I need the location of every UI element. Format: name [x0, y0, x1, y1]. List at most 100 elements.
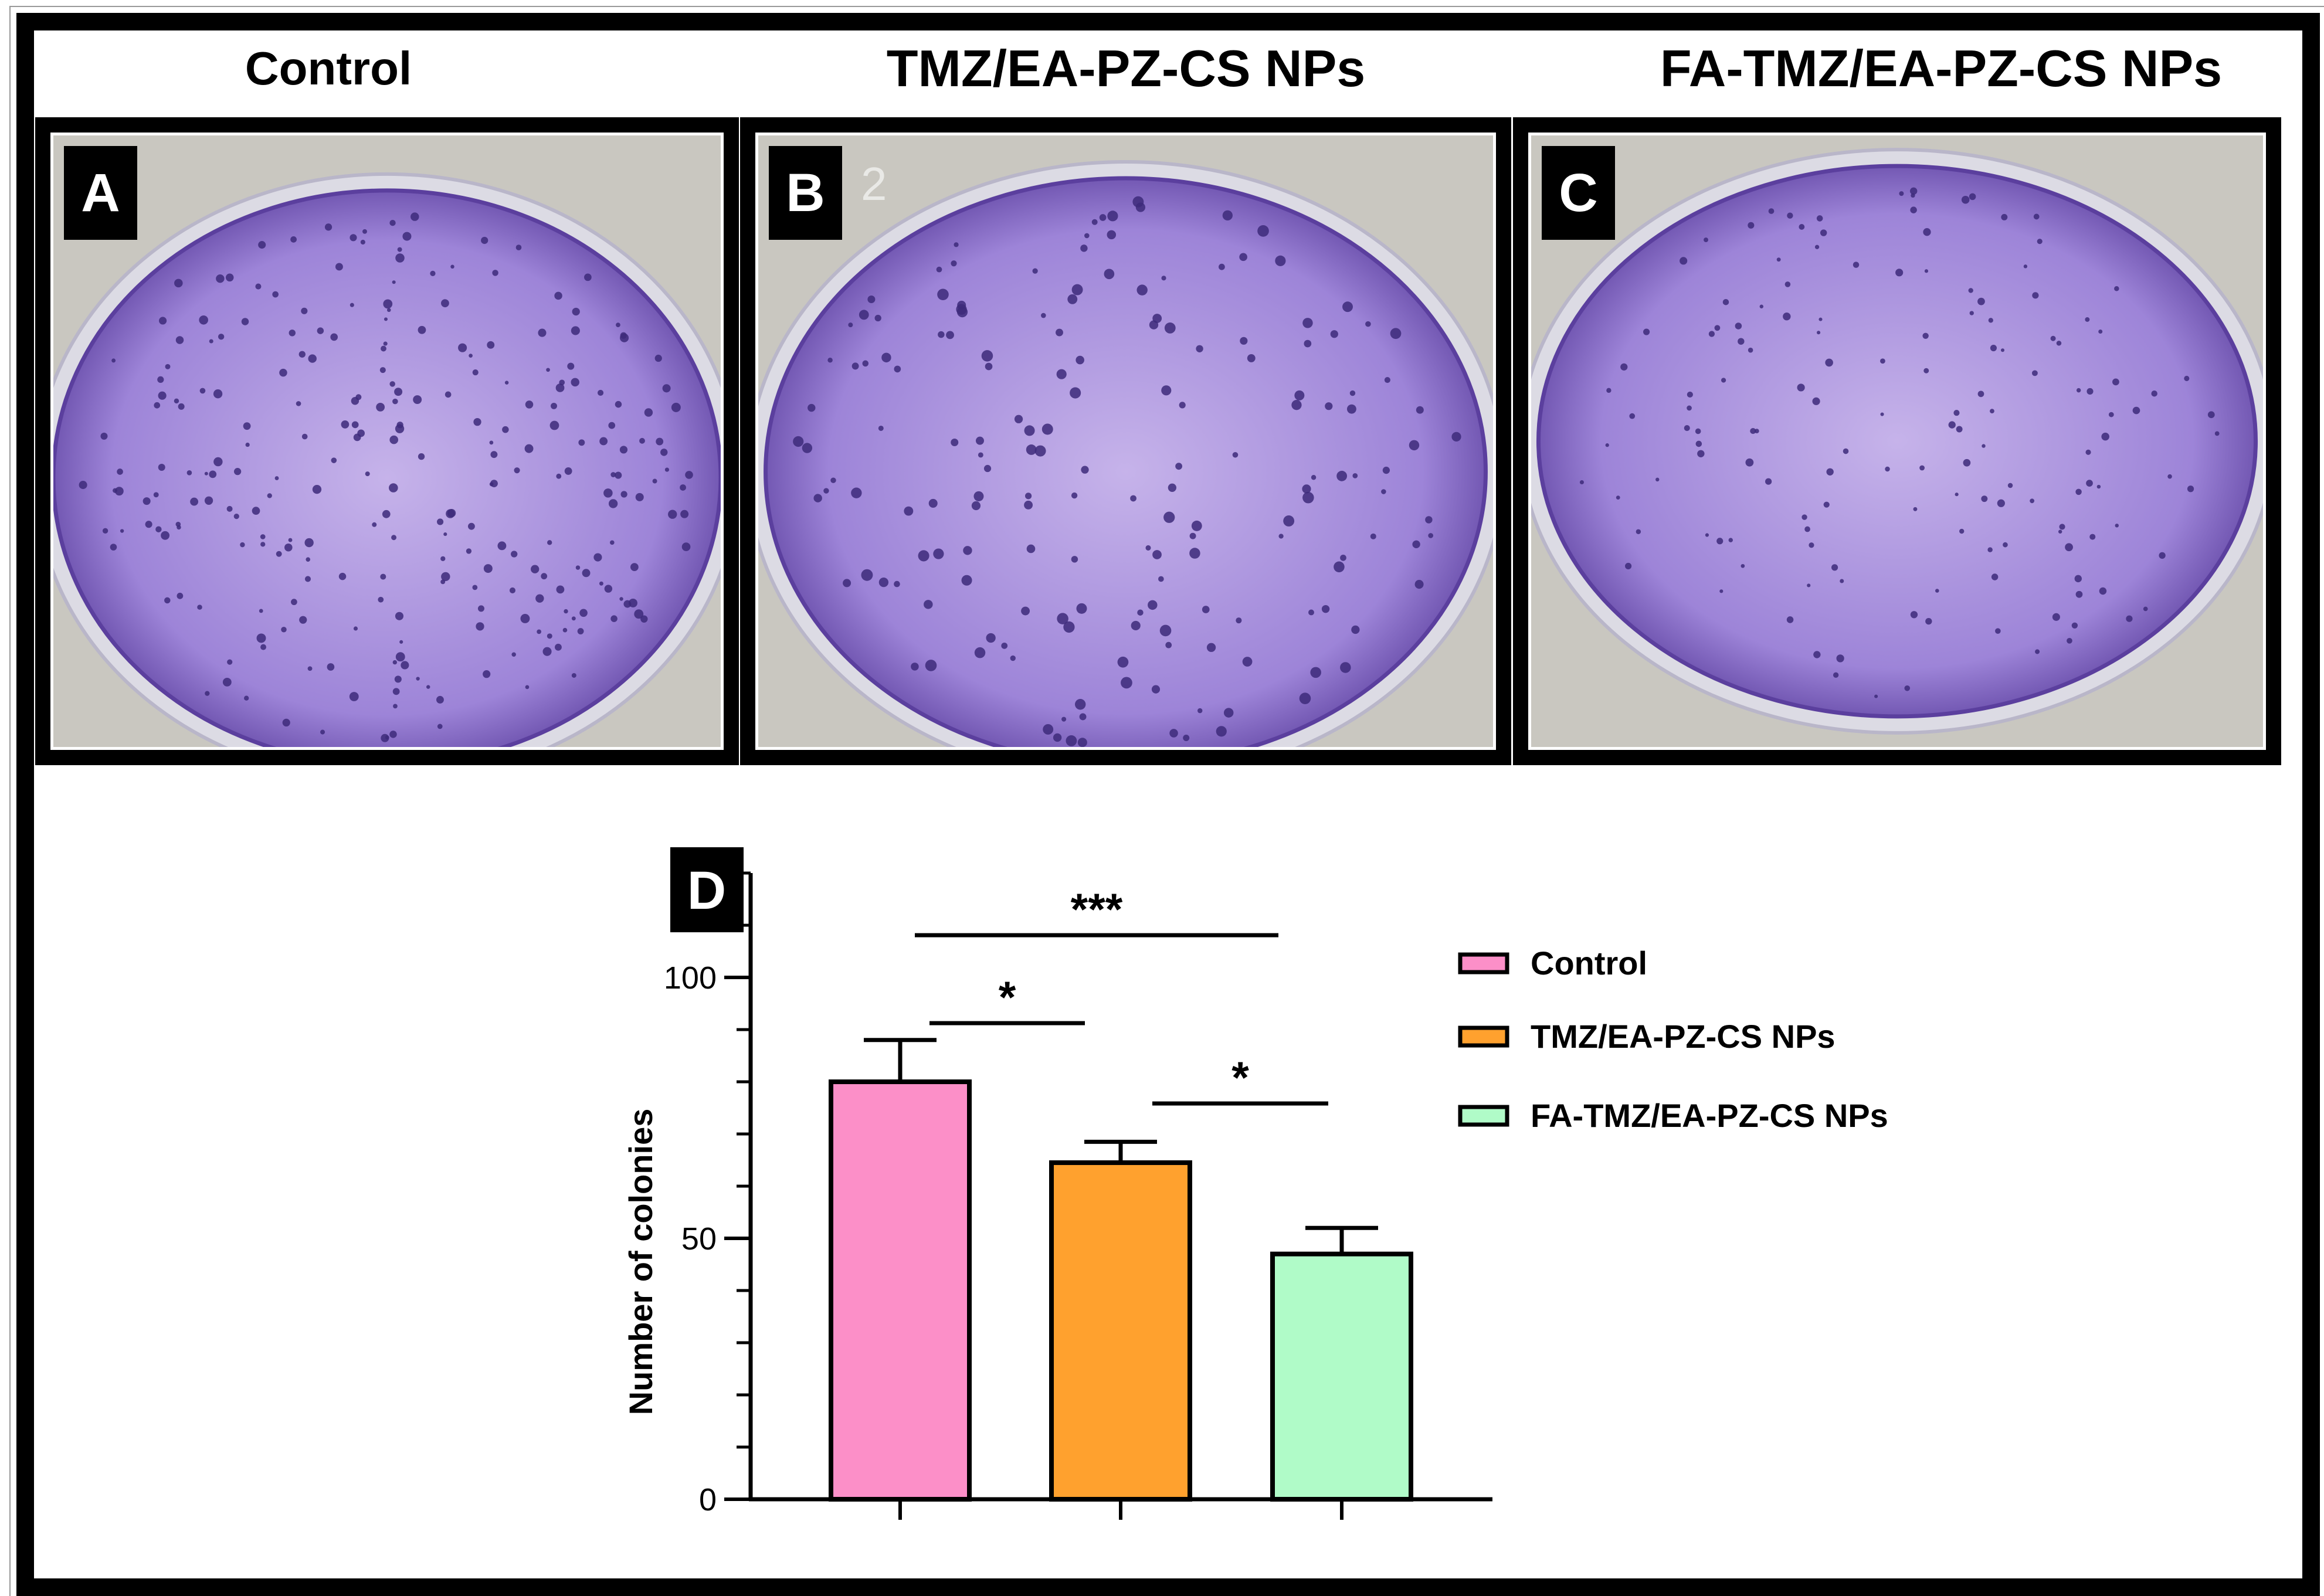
colony-dot [1247, 354, 1256, 362]
colony-dot [2086, 388, 2094, 395]
colony-dot [933, 548, 944, 559]
colony-dot [1206, 643, 1216, 652]
colony-dot [1787, 212, 1793, 219]
colony-dot [664, 467, 670, 472]
colony-dot [225, 273, 234, 282]
colony-dot [1697, 450, 1705, 457]
colony-dot [410, 212, 419, 221]
colony-dot [546, 368, 550, 372]
colony-dot [1412, 540, 1420, 549]
colony-dot [1165, 641, 1172, 648]
colony-dot [2126, 615, 2133, 622]
colony-dot [793, 436, 804, 447]
colony-dot [656, 437, 664, 446]
panel-c-image-area: C [1528, 133, 2266, 750]
colony-dot [1076, 603, 1087, 614]
colony-dot [1294, 390, 1305, 400]
colony-dot [1416, 406, 1424, 414]
colony-dot [111, 358, 116, 363]
stained-well [53, 188, 721, 747]
colony-dot [2074, 575, 2082, 583]
colony-dot [301, 307, 308, 314]
colony-dot [226, 505, 233, 512]
colony-dot [2023, 264, 2028, 269]
colony-dot [1216, 726, 1227, 737]
colony-dot [541, 573, 548, 580]
colony-dot [520, 614, 530, 623]
colony-dot [386, 308, 391, 313]
y-tick-label: 50 [681, 1221, 717, 1257]
colony-dot [918, 550, 929, 562]
colony-dot [660, 449, 668, 456]
colony-dot [1041, 313, 1046, 318]
colony-dot [986, 633, 996, 643]
colony-dot [402, 232, 412, 241]
colony-dot [218, 334, 225, 340]
colony-dot [306, 557, 311, 562]
colony-dot [593, 553, 602, 562]
colony-dot [443, 532, 447, 536]
colony-dot [1801, 514, 1807, 520]
colony-dot [320, 729, 325, 735]
colony-dot [1680, 257, 1688, 265]
colony-dot [492, 270, 498, 276]
colony-dot [685, 471, 693, 479]
colony-dot [802, 443, 813, 453]
colony-dot [2096, 484, 2101, 489]
colony-dot [509, 587, 515, 593]
colony-dot [808, 403, 816, 412]
colony-dot [1853, 262, 1860, 268]
bar [829, 1079, 972, 1502]
y-axis-label: Number of colonies [622, 1109, 659, 1415]
colony-dot [680, 510, 689, 518]
colony-dot [1236, 617, 1242, 624]
colony-dot [1606, 388, 1611, 393]
colony-dot [1687, 391, 1693, 398]
colony-dot [392, 688, 400, 695]
colony-dot [2050, 335, 2056, 341]
colony-dot [514, 467, 520, 474]
colony-dot [362, 229, 367, 234]
colony-dot [1191, 520, 1202, 531]
colony-dot [1809, 542, 1814, 548]
colony-dot [2132, 406, 2140, 415]
colony-dot [165, 364, 171, 369]
colony-dot [113, 488, 118, 493]
colony-dot [1349, 390, 1356, 396]
colony-dot [259, 609, 263, 613]
legend-swatch [1458, 1025, 1509, 1048]
colony-dot [1026, 444, 1037, 455]
colony-dot [1819, 317, 1823, 321]
colony-dot [397, 247, 402, 252]
colony-dot [1071, 492, 1078, 499]
colony-dot [174, 279, 183, 288]
colony-dot [861, 569, 873, 581]
y-tick-label: 100 [664, 960, 717, 996]
culture-dish-photo-a [53, 135, 721, 747]
column-title-control: Control [245, 42, 412, 94]
colony-dot [1041, 423, 1053, 435]
colony-dot [604, 585, 613, 593]
colony-dot [331, 457, 337, 463]
colony-dot [1168, 483, 1177, 492]
colony-dot [671, 402, 681, 412]
colony-dot [924, 600, 933, 609]
colony-dot [515, 245, 522, 250]
colony-dot [1629, 413, 1636, 419]
colony-dot [1223, 708, 1234, 718]
colony-dot [389, 381, 395, 387]
colony-dot [233, 468, 242, 476]
colony-dot [2071, 622, 2078, 629]
colony-dot [389, 435, 399, 444]
colony-dot [559, 379, 565, 386]
colony-dot [2076, 388, 2081, 393]
significance-label: *** [1071, 885, 1123, 935]
colony-dot [120, 529, 124, 533]
colony-dot [579, 609, 588, 617]
colony-dot [440, 556, 446, 562]
colony-dot [1024, 500, 1033, 510]
colony-dot [396, 422, 403, 429]
colony-dot [2151, 390, 2157, 397]
colony-dot [327, 663, 335, 671]
